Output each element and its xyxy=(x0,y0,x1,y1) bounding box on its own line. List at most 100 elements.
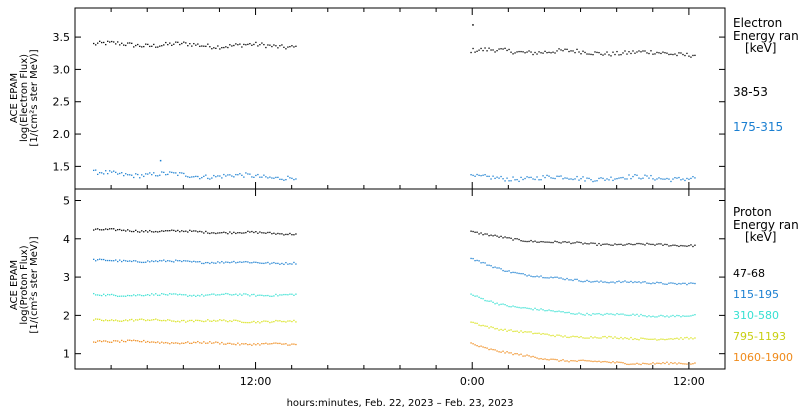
proton-point xyxy=(484,325,486,327)
proton-point xyxy=(580,336,582,338)
electron-point xyxy=(191,45,193,47)
electron-point xyxy=(131,174,133,176)
proton-point xyxy=(213,262,215,264)
proton-point xyxy=(596,337,598,339)
proton-point xyxy=(570,359,572,362)
electron-point xyxy=(504,180,506,182)
electron-point xyxy=(470,51,472,54)
proton-point xyxy=(620,281,622,284)
proton-point xyxy=(678,282,680,285)
electron-point xyxy=(117,173,119,175)
electron-point xyxy=(213,47,215,49)
proton-point xyxy=(151,231,153,233)
proton-point xyxy=(181,260,183,263)
proton-point xyxy=(682,338,684,340)
proton-point xyxy=(536,357,538,359)
proton-point xyxy=(99,294,101,296)
proton-point xyxy=(600,280,602,282)
electron-point xyxy=(223,46,225,49)
electron-point xyxy=(203,175,205,178)
electron-point xyxy=(279,45,281,47)
proton-point xyxy=(225,261,227,263)
electron-point xyxy=(562,50,564,52)
proton-point xyxy=(534,332,536,334)
proton-point xyxy=(638,339,640,341)
electron-point xyxy=(283,46,285,48)
proton-point xyxy=(606,312,608,315)
proton-point xyxy=(536,308,538,311)
proton-point xyxy=(237,232,239,234)
proton-point xyxy=(660,363,662,365)
proton-point xyxy=(107,259,109,262)
proton-point xyxy=(518,238,520,241)
proton-point xyxy=(203,341,205,343)
proton-point xyxy=(153,318,155,321)
proton-point xyxy=(618,337,620,340)
proton-point xyxy=(109,294,111,296)
proton-point xyxy=(189,229,191,232)
electron-point xyxy=(680,179,682,181)
proton-series xyxy=(93,228,696,366)
proton-point xyxy=(614,336,616,338)
proton-point xyxy=(592,281,594,283)
proton-point xyxy=(179,321,181,323)
electron-point xyxy=(289,45,291,48)
proton-point xyxy=(213,293,215,295)
proton-point xyxy=(129,339,131,341)
proton-point xyxy=(183,230,185,233)
proton-point xyxy=(634,338,636,340)
electron-point xyxy=(263,43,265,46)
electron-point xyxy=(652,53,654,55)
proton-point xyxy=(181,230,183,232)
electron-point xyxy=(167,43,169,46)
electron-point xyxy=(604,53,606,55)
proton-point xyxy=(241,321,243,323)
proton-point xyxy=(295,233,297,235)
proton-point xyxy=(482,234,484,236)
proton-point xyxy=(223,231,225,233)
electron-point xyxy=(524,177,526,180)
proton-point xyxy=(251,262,253,264)
proton-point xyxy=(139,231,141,233)
proton-point xyxy=(269,321,271,324)
proton-point xyxy=(668,338,670,340)
electron-point xyxy=(155,46,157,48)
electron-point xyxy=(227,174,229,176)
proton-point xyxy=(165,230,167,232)
electron-point xyxy=(149,172,151,174)
proton-point xyxy=(259,344,261,346)
proton-point xyxy=(628,314,630,317)
proton-point xyxy=(522,331,524,334)
electron-point xyxy=(287,46,289,48)
proton-point xyxy=(165,341,167,344)
proton-point xyxy=(233,260,235,263)
proton-point xyxy=(480,345,482,347)
electron-point xyxy=(538,179,540,181)
proton-point xyxy=(626,363,628,365)
proton-point xyxy=(492,348,494,351)
electron-point xyxy=(616,50,618,53)
proton-point xyxy=(552,334,554,337)
electron-point xyxy=(654,53,656,55)
electron-point xyxy=(217,45,219,47)
proton-point xyxy=(105,228,107,230)
proton-point xyxy=(470,257,472,260)
proton-point xyxy=(273,320,275,323)
proton-point xyxy=(277,262,279,265)
proton-point xyxy=(273,295,275,297)
proton-point xyxy=(221,232,223,234)
electron-point xyxy=(572,50,574,52)
proton-point xyxy=(173,261,175,263)
proton-point xyxy=(97,340,99,342)
proton-point xyxy=(259,322,261,324)
proton-point xyxy=(636,313,638,316)
electron-point xyxy=(686,177,688,180)
proton-point xyxy=(496,350,498,352)
proton-point xyxy=(592,242,594,244)
proton-point xyxy=(169,293,171,295)
proton-point xyxy=(253,231,255,234)
electron-point xyxy=(604,179,606,181)
electron-point xyxy=(135,173,137,175)
proton-point xyxy=(616,337,618,339)
proton-point xyxy=(630,314,632,316)
